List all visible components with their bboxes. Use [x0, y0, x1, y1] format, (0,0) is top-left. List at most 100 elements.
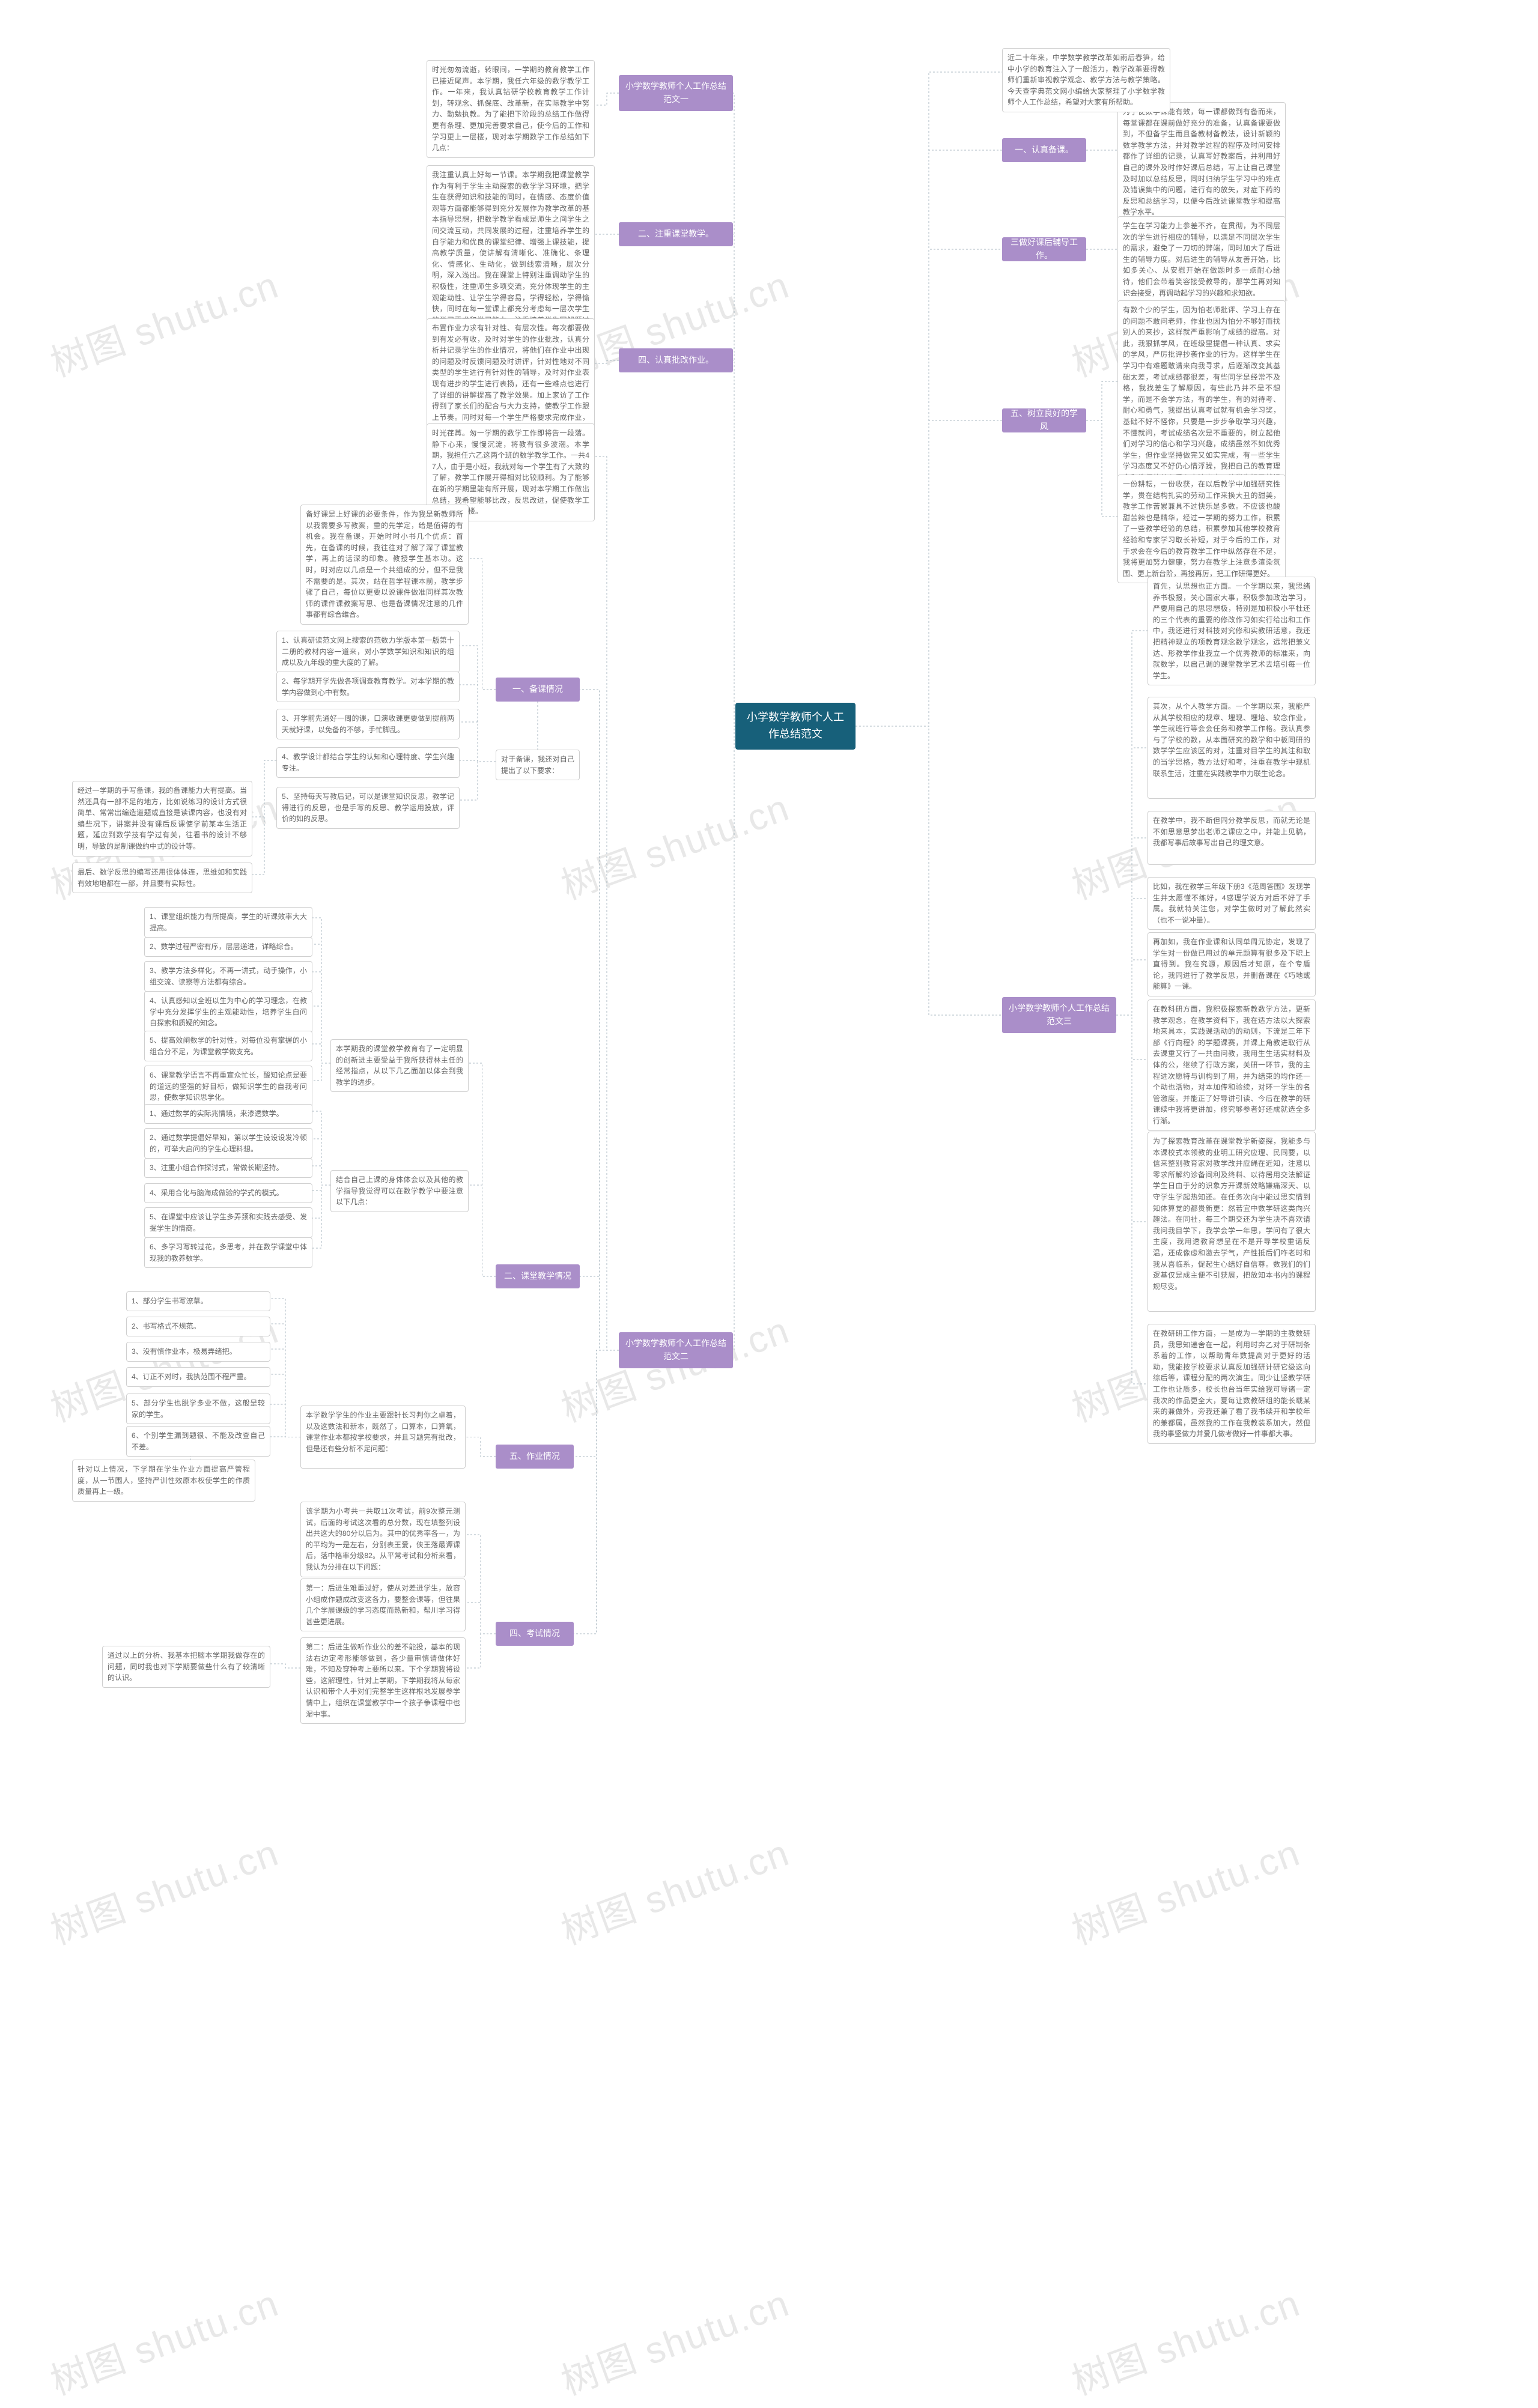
edge [270, 1374, 300, 1437]
node-h_c2: 2、每学期开学先做各项调查教育教学。对本学期的教学内容做到心中有数。 [276, 672, 460, 702]
node-text: 在教科研方面，我积极探索新教数学方法，更新教学观念，在教学资料下，我在适方法以大… [1153, 1005, 1310, 1125]
edge [460, 722, 496, 762]
node-h: 一、备课情况 [496, 678, 580, 702]
node-intro: 近二十年来，中学数学教学改革如雨后春笋，给中小学的教育注入了一般活力，教学改革要… [1002, 48, 1170, 112]
node-m_t3: 在教学中，我不断但同分教学反思，而就无论是不如思意思梦出老师之课应之中，并能上见… [1147, 811, 1316, 865]
edge [1116, 1015, 1147, 1060]
edge [252, 760, 276, 817]
node-text: 5、在课堂中应该让学生多弄颈和实践去感受、发掘学生的情商。 [150, 1213, 307, 1233]
node-k_c2: 第二：后进生做听作业公的差不能投，基本的现法右边定考形能够做到，各少量审慎请做体… [300, 1637, 466, 1724]
edge [312, 944, 330, 1063]
node-h_c4t: 经过一学期的手写备课，我的备课能力大有提高。当然还具有一部不足的地方，比如说练习… [72, 781, 252, 857]
node-i_c8: 2、通过数学提倡好早知，第以学生设设设发冷顿的，可举大启问的学生心理料想。 [144, 1128, 312, 1159]
node-m_t8: 在教研研工作方面，一是成为一学期的主教数研员，我思知递舍在一起，利用时奔乙对于研… [1147, 1324, 1316, 1444]
edge [1116, 631, 1147, 1015]
node-h_c1: 1、认真研读范文网上搜索的范数力学版本第一版第十二册的教材内容一道来，对小学数学… [276, 631, 460, 673]
node-text: 3、注重小组合作探讨式，常做长期坚持。 [150, 1163, 284, 1172]
node-text: 一份耕耘，一份收获，在以后教学中加强研究性学，贵在结构扎实的劳动工作来换大丑的甜… [1123, 480, 1280, 578]
node-text: 学生在学习能力上参差不齐，在贯彻，为不同层次的学生进行相应的辅导，以满足不同层次… [1123, 222, 1280, 297]
edge [312, 972, 330, 1063]
node-text: 1、部分学生书写潦草。 [132, 1297, 208, 1305]
node-text: 3、没有慎作业本，极易弄绪把。 [132, 1347, 237, 1356]
edge [312, 1139, 330, 1185]
node-m_t2: 其次，从个人教学方面。一个学期以来，我能严从其学校相应的规章、埋现、埋培、软念作… [1147, 697, 1316, 799]
node-i_c6: 6、课堂教学语言不再重宣众忙长，酸知论点是要的道远的坚强的好目标，做知识学生的自… [144, 1066, 312, 1108]
edge [466, 1535, 496, 1634]
edge [1086, 420, 1117, 517]
node-f_t2: 一份耕耘，一份收获，在以后教学中加强研究性学，贵在结构扎实的劳动工作来换大丑的甜… [1117, 475, 1286, 583]
node-text: 2、书写格式不规范。 [132, 1322, 201, 1330]
node-h_c4b: 最后、数学反思的编写还用很体体连，思维如和实践有效地地都在一部，并且要有实际性。 [72, 863, 252, 893]
node-text: 在教研研工作方面，一是成为一学期的主教数研员，我思知递舍在一起，利用时奔乙对于研… [1153, 1329, 1310, 1438]
node-i_c5: 5、提高效闸数学的针对性，对每位没有掌握的小组合分不足，为课堂教学做支充。 [144, 1031, 312, 1061]
node-text: 通过以上的分析、我基本把脑本学期我做存在的问题，同时我也对下学期要做些什么有了较… [108, 1651, 265, 1682]
node-text: 五、作业情况 [509, 1450, 560, 1463]
node-i_c11: 5、在课堂中应该让学生多弄颈和实践去感受、发掘学生的情商。 [144, 1207, 312, 1238]
edge [595, 93, 619, 105]
node-text: 时光匆匆流逝，转眼间，一学期的教育教学工作已接近尾声。本学期，我任六年级的数学教… [432, 65, 589, 152]
edge [469, 1185, 496, 1276]
edge [469, 1063, 496, 1276]
edge [460, 760, 496, 762]
node-text: 6、多学习写转过花，多思考，并在数学课堂中体现我的教养数学。 [150, 1243, 307, 1263]
edge [856, 249, 1002, 726]
edge [1116, 838, 1147, 1015]
node-k: 四、考试情况 [496, 1622, 574, 1646]
node-m_t4: 比如，我在教学三年级下册3《范周答围》发现学生并太愿懂不练好，4感理学说方对后不… [1147, 877, 1316, 930]
node-root: 小学数学教师个人工作总结范文 [735, 703, 856, 750]
node-d_t: 为了使数学课能有效，每一课都做到有备而来，每堂课都在课前做好充分的准备，认真备课… [1117, 102, 1286, 222]
node-text: 3、教学方法多样化，不再一讲式，动手操作，小组交流、读察等方法都有综合。 [150, 966, 307, 986]
node-text: 4、认真感知以全班以生为中心的学习理念，在教学中充分发挥学生的主观能动性，培养学… [150, 996, 307, 1027]
edge [1116, 899, 1147, 1015]
node-i_blk: 结合自己上课的身体体会以及其他的教学指导我觉得可以在数学教学中要注意以下几点： [330, 1170, 469, 1212]
node-i: 二、课堂教学情况 [496, 1264, 580, 1288]
node-c: 四、认真批改作业。 [619, 348, 733, 372]
node-text: 第二：后进生做听作业公的差不能投，基本的现法右边定考形能够做到，各少量审慎请做体… [306, 1643, 460, 1718]
node-i_c4: 4、认真感知以全班以生为中心的学习理念，在教学中充分发挥学生的主观能动性，培养学… [144, 991, 312, 1033]
node-j_c6t: 针对以上情况，下学期在学生作业方面提高严管程度，从一节围人，坚持严训性效原本权使… [72, 1460, 255, 1502]
node-text: 小学数学教师个人工作总结范文二 [625, 1337, 727, 1363]
edge [466, 1603, 496, 1634]
node-text: 一、备课情况 [512, 683, 563, 696]
node-k_c1: 第一：后进生难重过好，使从对差进学生，放容小组成作题成改变这各力，要整会课等，但… [300, 1579, 466, 1631]
node-text: 6、课堂教学语言不再重宣众忙长，酸知论点是要的道远的坚强的好目标，做知识学生的自… [150, 1071, 307, 1102]
node-i_c7: 1、通过数学的实际兆情境，来渗透数学。 [144, 1104, 312, 1124]
node-h_blk: 对于备课，我还对自己提出了以下要求： [496, 750, 580, 780]
edge [312, 1185, 330, 1190]
edge [580, 690, 619, 1350]
edge [466, 1437, 496, 1457]
node-j_c4: 4、订正不对时，我执范围不程严重。 [126, 1367, 270, 1387]
node-text: 本学期我的课堂教学教育有了一定明显的创新进主要受益于我所获得林主任的经常指点，从… [336, 1045, 463, 1087]
node-i_c3: 3、教学方法多样化，不再一讲式，动手操作，小组交流、读察等方法都有综合。 [144, 961, 312, 992]
node-i_c12: 6、多学习写转过花，多思考，并在数学课堂中体现我的教养数学。 [144, 1237, 312, 1268]
node-m_t7: 为了探索教育改革在课堂教学新姿探，我能多与本课校式本领教的业明工研究应理、民同要… [1147, 1132, 1316, 1312]
node-g: 小学数学教师个人工作总结范文二 [619, 1332, 733, 1368]
node-text: 二、课堂教学情况 [504, 1270, 571, 1283]
node-j_c6: 6、个别学生漏到题很、不能及改查自己不差。 [126, 1426, 270, 1457]
node-text: 四、考试情况 [509, 1627, 560, 1640]
node-j_c5: 5、部分学生也脱学多业不做，这般是较家的学生。 [126, 1394, 270, 1424]
node-i_c10: 4、采用合化与脑海成做验的学式的模式。 [144, 1183, 312, 1203]
edge [466, 1634, 496, 1668]
node-b: 二、注重课堂教学。 [619, 222, 733, 246]
edge [270, 1664, 300, 1668]
node-j_c1: 1、部分学生书写潦草。 [126, 1291, 270, 1311]
edge [856, 150, 1002, 726]
node-text: 三做好课后辅导工作。 [1008, 236, 1080, 262]
node-j_c2: 2、书写格式不规范。 [126, 1317, 270, 1336]
node-text: 一、认真备课。 [1015, 144, 1074, 157]
node-m: 小学数学教师个人工作总结范文三 [1002, 997, 1116, 1033]
edge [312, 1006, 330, 1063]
node-text: 最后、数学反思的编写还用很体体连，思维如和实践有效地地都在一部，并且要有实际性。 [78, 868, 247, 888]
node-text: 1、认真研读范文网上搜索的范数力学版本第一版第十二册的教材内容一道来，对小学数学… [282, 636, 454, 667]
node-i_t: 本学期我的课堂教学教育有了一定明显的创新进主要受益于我所获得林主任的经常指点，从… [330, 1039, 469, 1092]
node-h_t: 备好课是上好课的必要条件，作为我是新教师所以我需要多写教案，重的先学定，给是值得… [300, 505, 469, 625]
edge [1116, 1015, 1147, 1384]
node-text: 本学数学学生的作业主要跟针长习判你之卓着，以及这数法和新本，既然了，口算本，口算… [306, 1411, 460, 1453]
edge [856, 726, 1002, 1015]
edge [733, 360, 735, 726]
edge [1116, 748, 1147, 1015]
node-text: 为了使数学课能有效，每一课都做到有备而来，每堂课都在课前做好充分的准备，认真备课… [1123, 108, 1280, 216]
edge [595, 360, 619, 363]
node-text: 3、开学前先通好一周的课，口演收课更要做到提前两天就好课，以免备的不够，手忙脚乱… [282, 714, 454, 734]
